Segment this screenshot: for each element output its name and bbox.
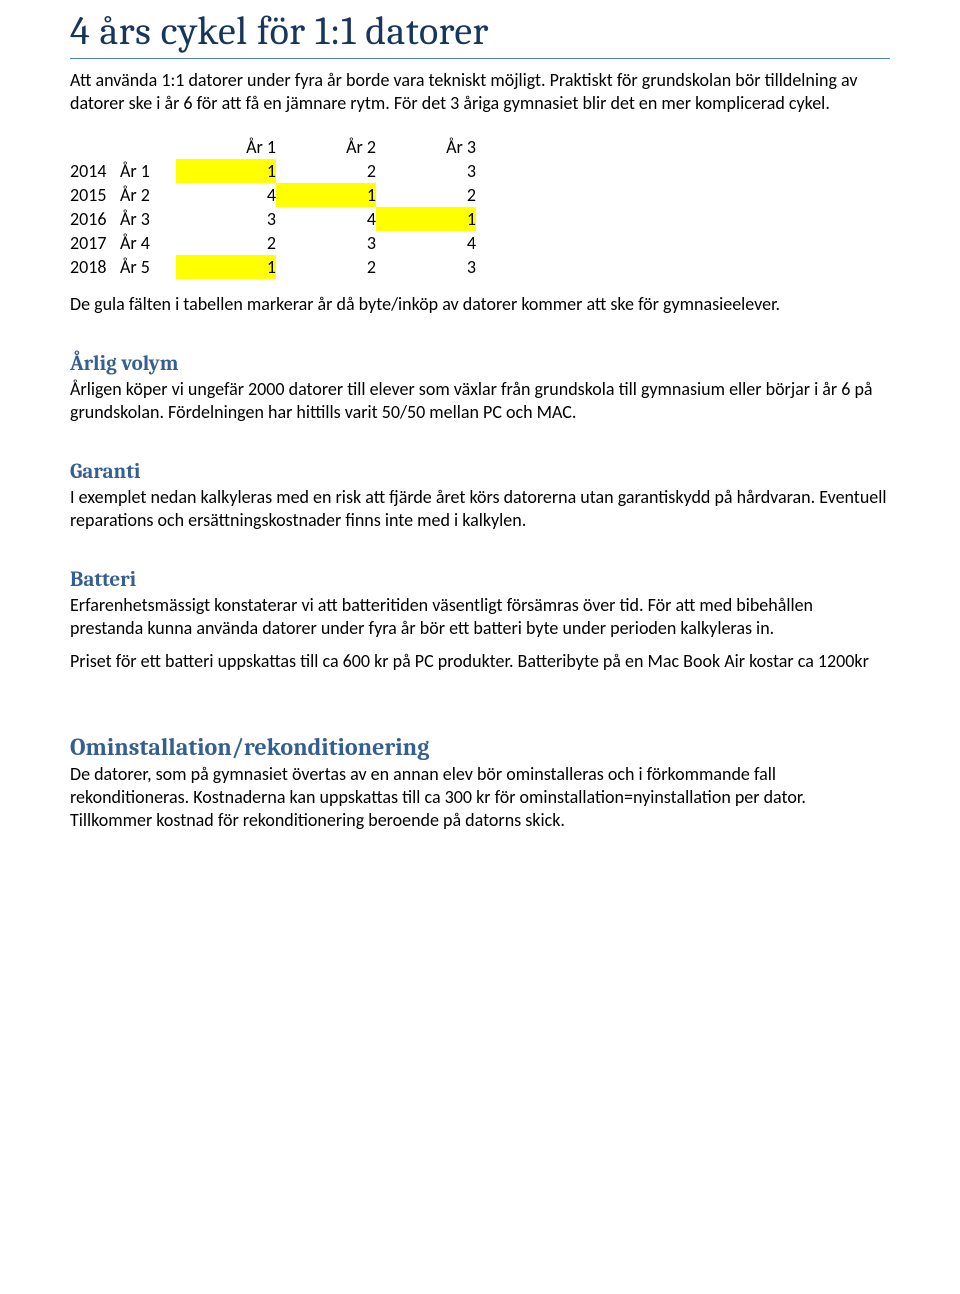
table-cell: 4	[376, 231, 476, 255]
table-cell: 3	[276, 231, 376, 255]
row-year: 2017	[70, 231, 120, 255]
table-cell: 1	[176, 159, 276, 183]
section-heading: Ominstallation/rekonditionering	[70, 733, 890, 761]
row-label: År 5	[120, 255, 176, 279]
table-cell: 2	[376, 183, 476, 207]
section-heading: Batteri	[70, 568, 890, 592]
section-body: I exemplet nedan kalkyleras med en risk …	[70, 486, 890, 532]
table-cell: 1	[376, 207, 476, 231]
table-row: 2018År 5123	[70, 255, 476, 279]
row-year: 2014	[70, 159, 120, 183]
section-body: Årligen köper vi ungefär 2000 datorer ti…	[70, 378, 890, 424]
row-year: 2018	[70, 255, 120, 279]
table-row: 2015År 2412	[70, 183, 476, 207]
col-header: År 3	[376, 135, 476, 159]
table-row: 2016År 3341	[70, 207, 476, 231]
table-cell: 3	[376, 159, 476, 183]
table-cell: 4	[176, 183, 276, 207]
page-title: 4 års cykel för 1:1 datorer	[70, 8, 890, 59]
table-cell: 3	[376, 255, 476, 279]
table-row: 2017År 4234	[70, 231, 476, 255]
table-row: 2014År 1123	[70, 159, 476, 183]
section-heading: Garanti	[70, 460, 890, 484]
section-body: Erfarenhetsmässigt konstaterar vi att ba…	[70, 594, 890, 640]
cycle-table: År 1 År 2 År 3 2014År 11232015År 2412201…	[70, 135, 476, 279]
table-header-row: År 1 År 2 År 3	[70, 135, 476, 159]
row-label: År 4	[120, 231, 176, 255]
row-label: År 3	[120, 207, 176, 231]
table-cell: 2	[176, 231, 276, 255]
col-header: År 1	[176, 135, 276, 159]
table-cell: 1	[176, 255, 276, 279]
table-cell: 2	[276, 159, 376, 183]
table-cell: 3	[176, 207, 276, 231]
row-label: År 2	[120, 183, 176, 207]
row-year: 2016	[70, 207, 120, 231]
row-label: År 1	[120, 159, 176, 183]
table-cell: 4	[276, 207, 376, 231]
table-cell: 2	[276, 255, 376, 279]
section-body: Priset för ett batteri uppskattas till c…	[70, 650, 890, 673]
table-cell: 1	[276, 183, 376, 207]
table-caption: De gula fälten i tabellen markerar år då…	[70, 293, 890, 316]
col-header: År 2	[276, 135, 376, 159]
row-year: 2015	[70, 183, 120, 207]
section-heading: Årlig volym	[70, 352, 890, 376]
intro-paragraph: Att använda 1:1 datorer under fyra år bo…	[70, 69, 890, 115]
section-body: De datorer, som på gymnasiet övertas av …	[70, 763, 890, 832]
